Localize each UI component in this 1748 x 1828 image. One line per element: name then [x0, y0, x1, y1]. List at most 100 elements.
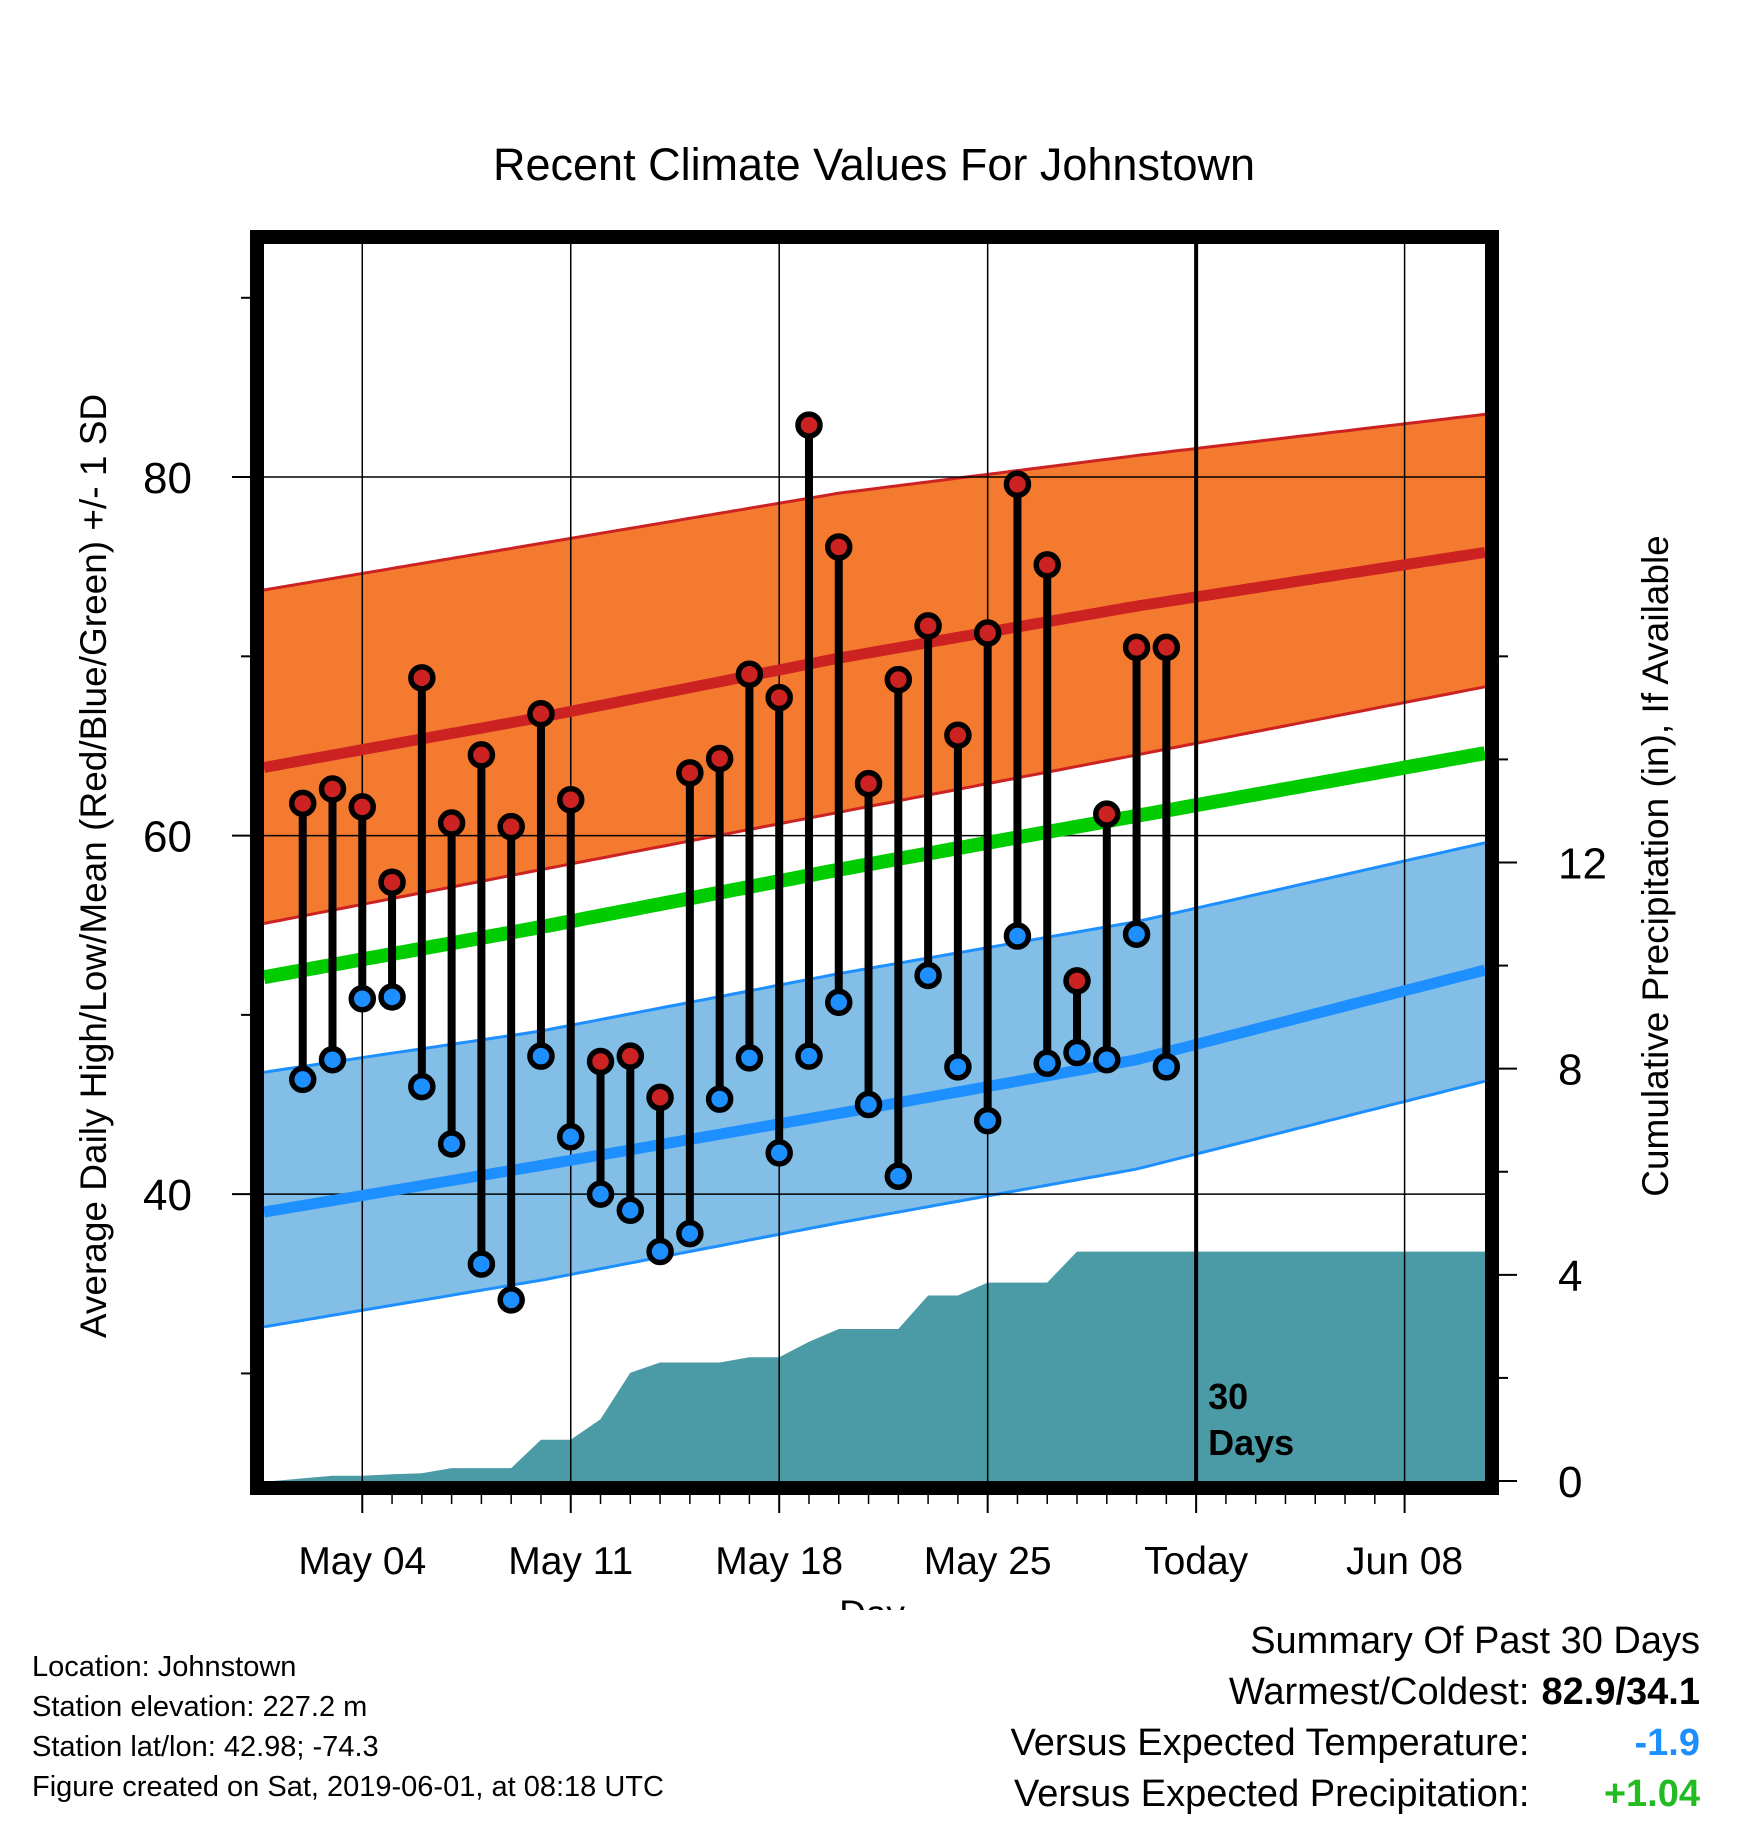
daily-low-point: [944, 1053, 972, 1081]
daily-low-point: [854, 1090, 883, 1119]
warmest-coldest-label: Warmest/Coldest:: [1228, 1671, 1530, 1713]
daily-high-point: [884, 665, 913, 694]
daily-low-point: [1122, 920, 1151, 948]
y2-tick-label: 8: [1558, 1046, 1582, 1095]
precip-anomaly-value: +1.04: [1603, 1773, 1700, 1815]
latlon-text: Station lat/lon: 42.98; -74.3: [32, 1731, 379, 1763]
precip-area: [272, 1251, 1485, 1481]
climate-chart: Recent Climate Values For Johnstown 30 Da…: [73, 139, 1676, 1610]
created-text: Figure created on Sat, 2019-06-01, at 08…: [32, 1771, 664, 1803]
low-lower-line: [263, 1079, 1486, 1329]
daily-low-point: [408, 1072, 436, 1101]
precip-anomaly-row: Versus Expected Precipitation: +1.04: [1011, 1769, 1700, 1820]
daily-high-point: [616, 1042, 645, 1070]
today-annotation: 30: [1208, 1376, 1248, 1417]
daily-high-point: [348, 793, 377, 821]
x-tick-label: Today: [1144, 1540, 1249, 1583]
daily-high-point: [318, 775, 347, 803]
daily-high-point: [1063, 967, 1091, 995]
x-tick-label: Jun 08: [1346, 1540, 1463, 1583]
station-info: Location: Johnstown Station elevation: 2…: [32, 1647, 664, 1807]
daily-high-point: [1033, 551, 1061, 579]
daily-high-point: [705, 744, 734, 773]
daily-low-point: [884, 1162, 913, 1190]
daily-low-point: [527, 1042, 555, 1070]
summary-title: Summary Of Past 30 Days: [1250, 1620, 1700, 1662]
low-sd-band: [264, 842, 1485, 1327]
daily-low-point: [795, 1042, 823, 1070]
daily-low-point: [288, 1065, 317, 1094]
daily-low-point: [914, 961, 942, 990]
y-tick-label: 80: [143, 454, 192, 503]
daily-high-point: [1152, 633, 1181, 662]
daily-low-point: [765, 1139, 793, 1167]
daily-high-point: [586, 1047, 615, 1076]
warmest-coldest-row: Warmest/Coldest: 82.9/34.1: [1011, 1667, 1700, 1718]
y2-axis-label: Cumulative Precipitation (in), If Availa…: [1635, 535, 1676, 1197]
daily-high-point: [467, 741, 496, 769]
y2-tick-label: 0: [1558, 1458, 1582, 1507]
daily-low-point: [378, 983, 406, 1011]
daily-low-point: [1033, 1049, 1061, 1078]
daily-high-point: [288, 789, 317, 818]
temp-anomaly-value: -1.9: [1634, 1722, 1700, 1764]
high-sd-band: [264, 414, 1485, 924]
daily-high-point: [854, 769, 883, 798]
normal-high-line: [262, 546, 1486, 773]
daily-high-point: [646, 1083, 674, 1112]
y2-tick-label: 12: [1558, 840, 1607, 889]
daily-high-point: [556, 786, 585, 814]
daily-high-point: [765, 683, 793, 712]
daily-low-point: [1093, 1045, 1121, 1074]
temp-anomaly-row: Versus Expected Temperature: -1.9: [1011, 1718, 1700, 1769]
daily-high-point: [676, 759, 704, 787]
y2-tick-label: 4: [1558, 1252, 1582, 1301]
x-tick-label: May 04: [298, 1540, 426, 1583]
x-axis-label: Day: [839, 1593, 905, 1610]
daily-low-point: [705, 1085, 734, 1113]
elevation-text: Station elevation: 227.2 m: [32, 1691, 368, 1723]
daily-high-point: [825, 533, 853, 561]
daily-high-point: [527, 699, 555, 728]
summary-panel: Summary Of Past 30 Days Warmest/Coldest:…: [1011, 1616, 1700, 1820]
daily-high-point: [408, 664, 436, 692]
plot-area: 30 Days 40 60 80 0 4 8 12 May 04 May 11 May 18 May 2…: [143, 230, 1607, 1583]
plot-frame: [250, 230, 1499, 1495]
daily-high-point: [914, 612, 942, 640]
daily-high-point: [735, 660, 764, 689]
daily-low-point: [586, 1180, 615, 1208]
daily-low-point: [556, 1123, 585, 1151]
high-lower-line: [263, 685, 1486, 925]
x-tick-label: May 18: [715, 1540, 843, 1583]
x-tick-label: May 25: [924, 1540, 1052, 1583]
chart-title: Recent Climate Values For Johnstown: [493, 139, 1255, 190]
daily-low-point: [1063, 1038, 1091, 1067]
normal-mean-line: [262, 746, 1487, 985]
y-tick-label: 40: [143, 1171, 192, 1220]
x-tick-label: May 11: [508, 1540, 633, 1583]
today-annotation: Days: [1208, 1422, 1294, 1463]
y-axis-label: Average Daily High/Low/Mean (Red/Blue/Gr…: [73, 394, 114, 1338]
daily-high-point: [795, 411, 823, 439]
daily-low-point: [825, 988, 853, 1017]
daily-low-point: [467, 1250, 496, 1278]
daily-low-point: [646, 1237, 674, 1266]
warmest-coldest-value: 82.9/34.1: [1541, 1671, 1700, 1713]
daily-low-point: [1152, 1053, 1181, 1081]
precip-anomaly-label: Versus Expected Precipitation:: [1014, 1773, 1530, 1815]
daily-high-point: [378, 868, 406, 896]
daily-low-point: [973, 1106, 1002, 1135]
daily-low-point: [497, 1286, 525, 1314]
daily-low-point: [1003, 922, 1032, 950]
daily-high-point: [973, 619, 1002, 647]
low-upper-line: [263, 841, 1486, 1074]
daily-low-point: [735, 1044, 764, 1072]
daily-high-point: [437, 809, 466, 837]
daily-high-point: [1003, 470, 1032, 498]
location-text: Location: Johnstown: [32, 1651, 297, 1683]
daily-low-point: [676, 1219, 704, 1248]
daily-high-point: [1122, 633, 1151, 662]
daily-high-point: [1093, 800, 1121, 828]
daily-low-point: [437, 1130, 466, 1158]
daily-low-point: [318, 1045, 347, 1074]
